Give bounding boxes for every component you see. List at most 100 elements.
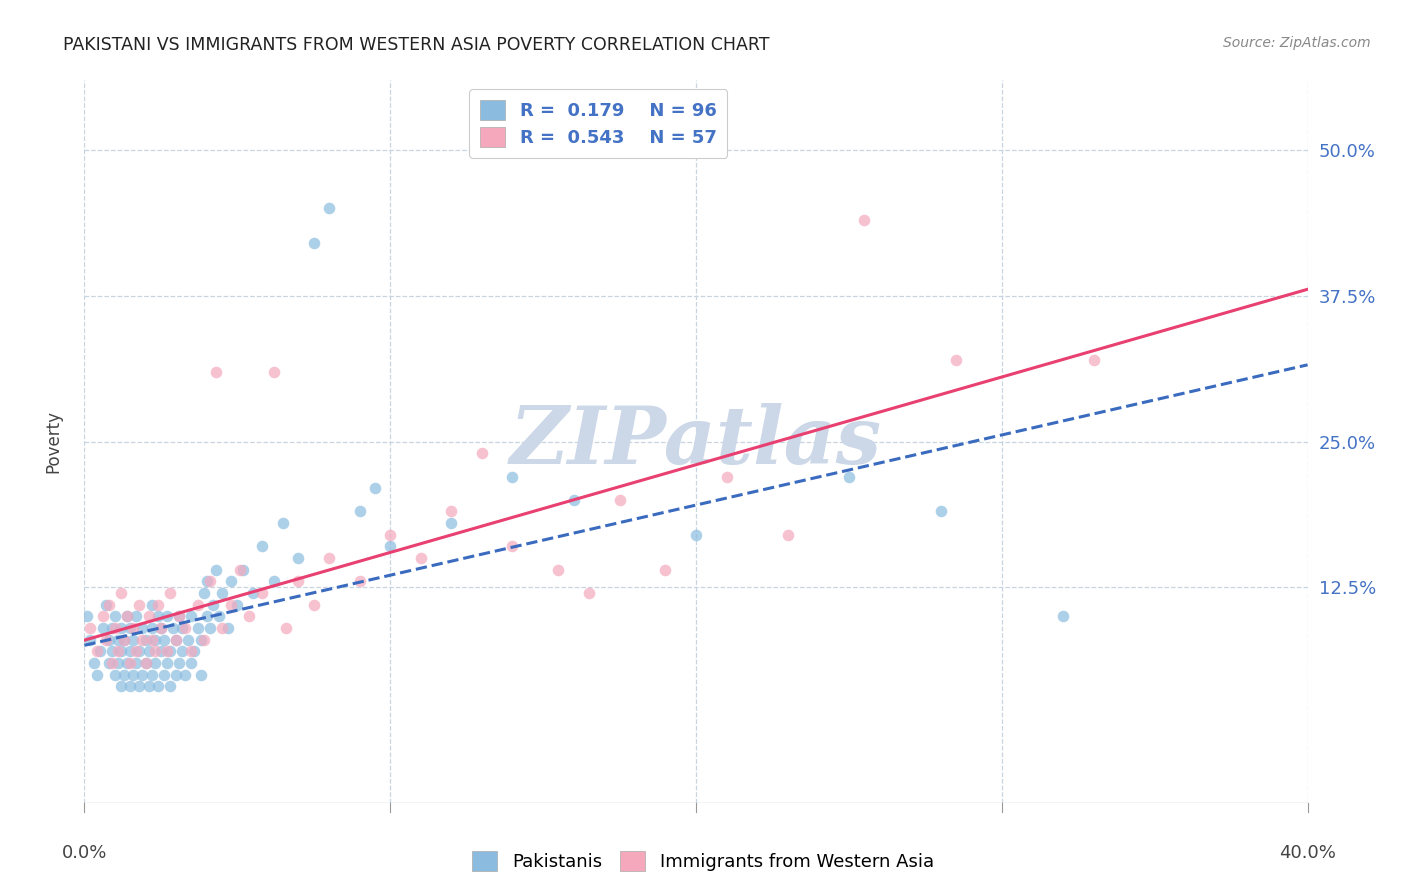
Point — [238, 609, 260, 624]
Point — [107, 632, 129, 647]
Point — [153, 667, 176, 681]
Point — [156, 656, 179, 670]
Point — [159, 586, 181, 600]
Point — [287, 574, 309, 589]
Point — [945, 353, 967, 368]
Point — [125, 656, 148, 670]
Point — [162, 621, 184, 635]
Point — [79, 632, 101, 647]
Point — [156, 609, 179, 624]
Point — [186, 598, 208, 612]
Point — [141, 621, 163, 635]
Point — [115, 609, 138, 624]
Point — [156, 644, 179, 658]
Point — [180, 609, 202, 624]
Point — [440, 516, 463, 530]
Point — [271, 516, 294, 530]
Point — [125, 644, 148, 658]
Point — [128, 644, 150, 658]
Point — [149, 621, 172, 635]
Point — [1083, 353, 1105, 368]
Point — [131, 667, 153, 681]
Point — [101, 621, 124, 635]
Point — [110, 621, 132, 635]
Point — [112, 632, 135, 647]
Point — [135, 632, 157, 647]
Point — [226, 598, 249, 612]
Point — [380, 540, 402, 554]
Point — [91, 621, 114, 635]
Point — [167, 656, 190, 670]
Point — [211, 621, 233, 635]
Point — [131, 632, 153, 647]
Point — [146, 609, 169, 624]
Text: ZIPatlas: ZIPatlas — [510, 403, 882, 480]
Point — [349, 574, 371, 589]
Point — [149, 621, 172, 635]
Point — [110, 586, 132, 600]
Point — [409, 551, 432, 566]
Point — [174, 621, 197, 635]
Text: 0.0%: 0.0% — [62, 844, 107, 862]
Point — [141, 598, 163, 612]
Point — [104, 609, 127, 624]
Point — [180, 656, 202, 670]
Point — [125, 609, 148, 624]
Point — [929, 504, 952, 518]
Point — [115, 656, 138, 670]
Point — [1052, 609, 1074, 624]
Point — [242, 586, 264, 600]
Point — [165, 667, 187, 681]
Point — [198, 574, 221, 589]
Point — [122, 667, 145, 681]
Point — [97, 598, 120, 612]
Text: 40.0%: 40.0% — [1279, 844, 1336, 862]
Point — [120, 656, 142, 670]
Point — [104, 667, 127, 681]
Point — [685, 528, 707, 542]
Point — [193, 586, 215, 600]
Point — [135, 656, 157, 670]
Text: Source: ZipAtlas.com: Source: ZipAtlas.com — [1223, 36, 1371, 50]
Point — [219, 598, 242, 612]
Legend: Pakistanis, Immigrants from Western Asia: Pakistanis, Immigrants from Western Asia — [465, 844, 941, 879]
Point — [250, 540, 273, 554]
Point — [135, 656, 157, 670]
Point — [128, 679, 150, 693]
Point — [186, 621, 208, 635]
Point — [198, 621, 221, 635]
Point — [250, 586, 273, 600]
Point — [76, 609, 98, 624]
Point — [86, 667, 108, 681]
Point — [232, 563, 254, 577]
Point — [364, 481, 387, 495]
Point — [165, 632, 187, 647]
Point — [205, 563, 228, 577]
Point — [853, 213, 876, 227]
Point — [146, 598, 169, 612]
Point — [547, 563, 569, 577]
Text: Poverty: Poverty — [45, 410, 63, 473]
Point — [97, 632, 120, 647]
Point — [276, 621, 298, 635]
Point — [120, 679, 142, 693]
Point — [302, 236, 325, 251]
Point — [167, 609, 190, 624]
Point — [143, 644, 166, 658]
Point — [79, 621, 101, 635]
Point — [471, 446, 494, 460]
Point — [578, 586, 600, 600]
Point — [177, 632, 200, 647]
Point — [110, 644, 132, 658]
Point — [302, 598, 325, 612]
Point — [287, 551, 309, 566]
Point — [97, 656, 120, 670]
Point — [128, 598, 150, 612]
Point — [201, 598, 224, 612]
Point — [122, 621, 145, 635]
Point — [172, 644, 194, 658]
Point — [94, 598, 117, 612]
Point — [143, 632, 166, 647]
Point — [318, 551, 340, 566]
Point — [159, 679, 181, 693]
